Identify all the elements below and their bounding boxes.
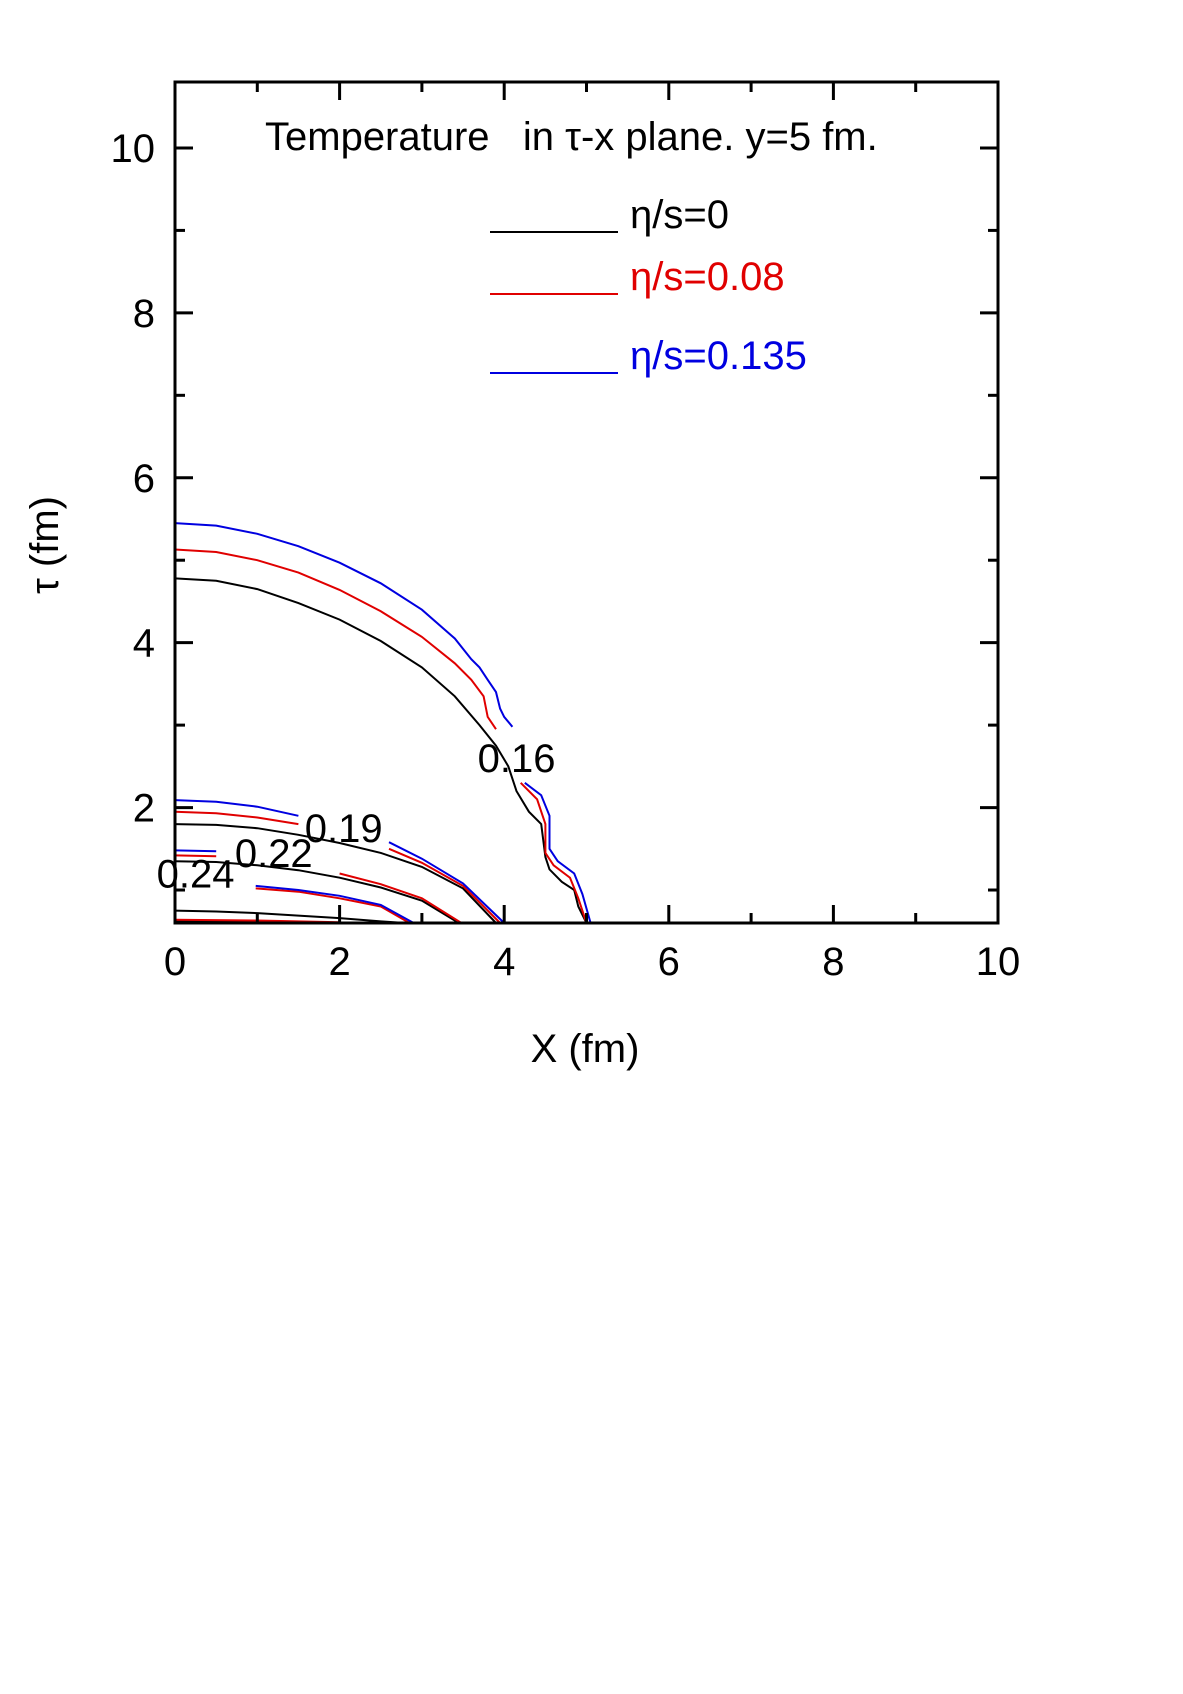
contour-label: 0.16 [478,737,556,781]
plot-frame [173,80,1000,925]
contour-label: 0.22 [235,832,313,876]
contour-line [255,884,415,924]
contour-line [174,799,299,817]
x-tick-label: 6 [658,940,680,984]
y-axis-label: τ (fm) [23,496,67,594]
contour-label: 0.24 [157,853,235,897]
contour-line [174,577,588,924]
contour-line [174,810,299,826]
x-tick-label: 10 [976,940,1021,984]
x-tick-label: 4 [493,940,515,984]
contour-line [174,849,217,853]
y-tick-label: 4 [133,622,155,666]
contour-line [174,522,514,728]
legend-label: η/s=0.08 [630,255,785,299]
contour-labels: 0.16 0.190.220.24 [157,737,556,896]
contour-line [388,847,501,924]
chart-title: Temperature in τ-x plane. y=5 fm. [265,115,878,159]
tick-labels: 0 2 4 6 8 10 2 4 6 8 10 [111,127,1021,984]
x-tick-label: 2 [328,940,350,984]
contour-line [339,872,462,924]
contour-label: 0.19 [305,807,383,851]
y-tick-label: 6 [133,457,155,501]
legend: η/s=0 η/s=0.08 η/s=0.135 [490,193,807,378]
x-tick-label: 0 [164,940,186,984]
x-tick-label: 8 [822,940,844,984]
contour-line [174,909,406,924]
contour-line [174,548,497,730]
contour-line [519,782,588,924]
axis-ticks [173,82,1000,923]
legend-label: η/s=0.135 [630,334,807,378]
contour-line [255,887,411,924]
x-axis-label: X (fm) [531,1027,640,1071]
contour-line [524,782,592,924]
contour-line [174,854,217,858]
contour-line [174,823,497,924]
contour-line [388,841,505,924]
y-tick-label: 2 [133,787,155,831]
y-tick-label: 10 [111,127,156,171]
y-tick-label: 8 [133,292,155,336]
legend-label: η/s=0 [630,193,729,237]
contour-line [174,860,460,924]
